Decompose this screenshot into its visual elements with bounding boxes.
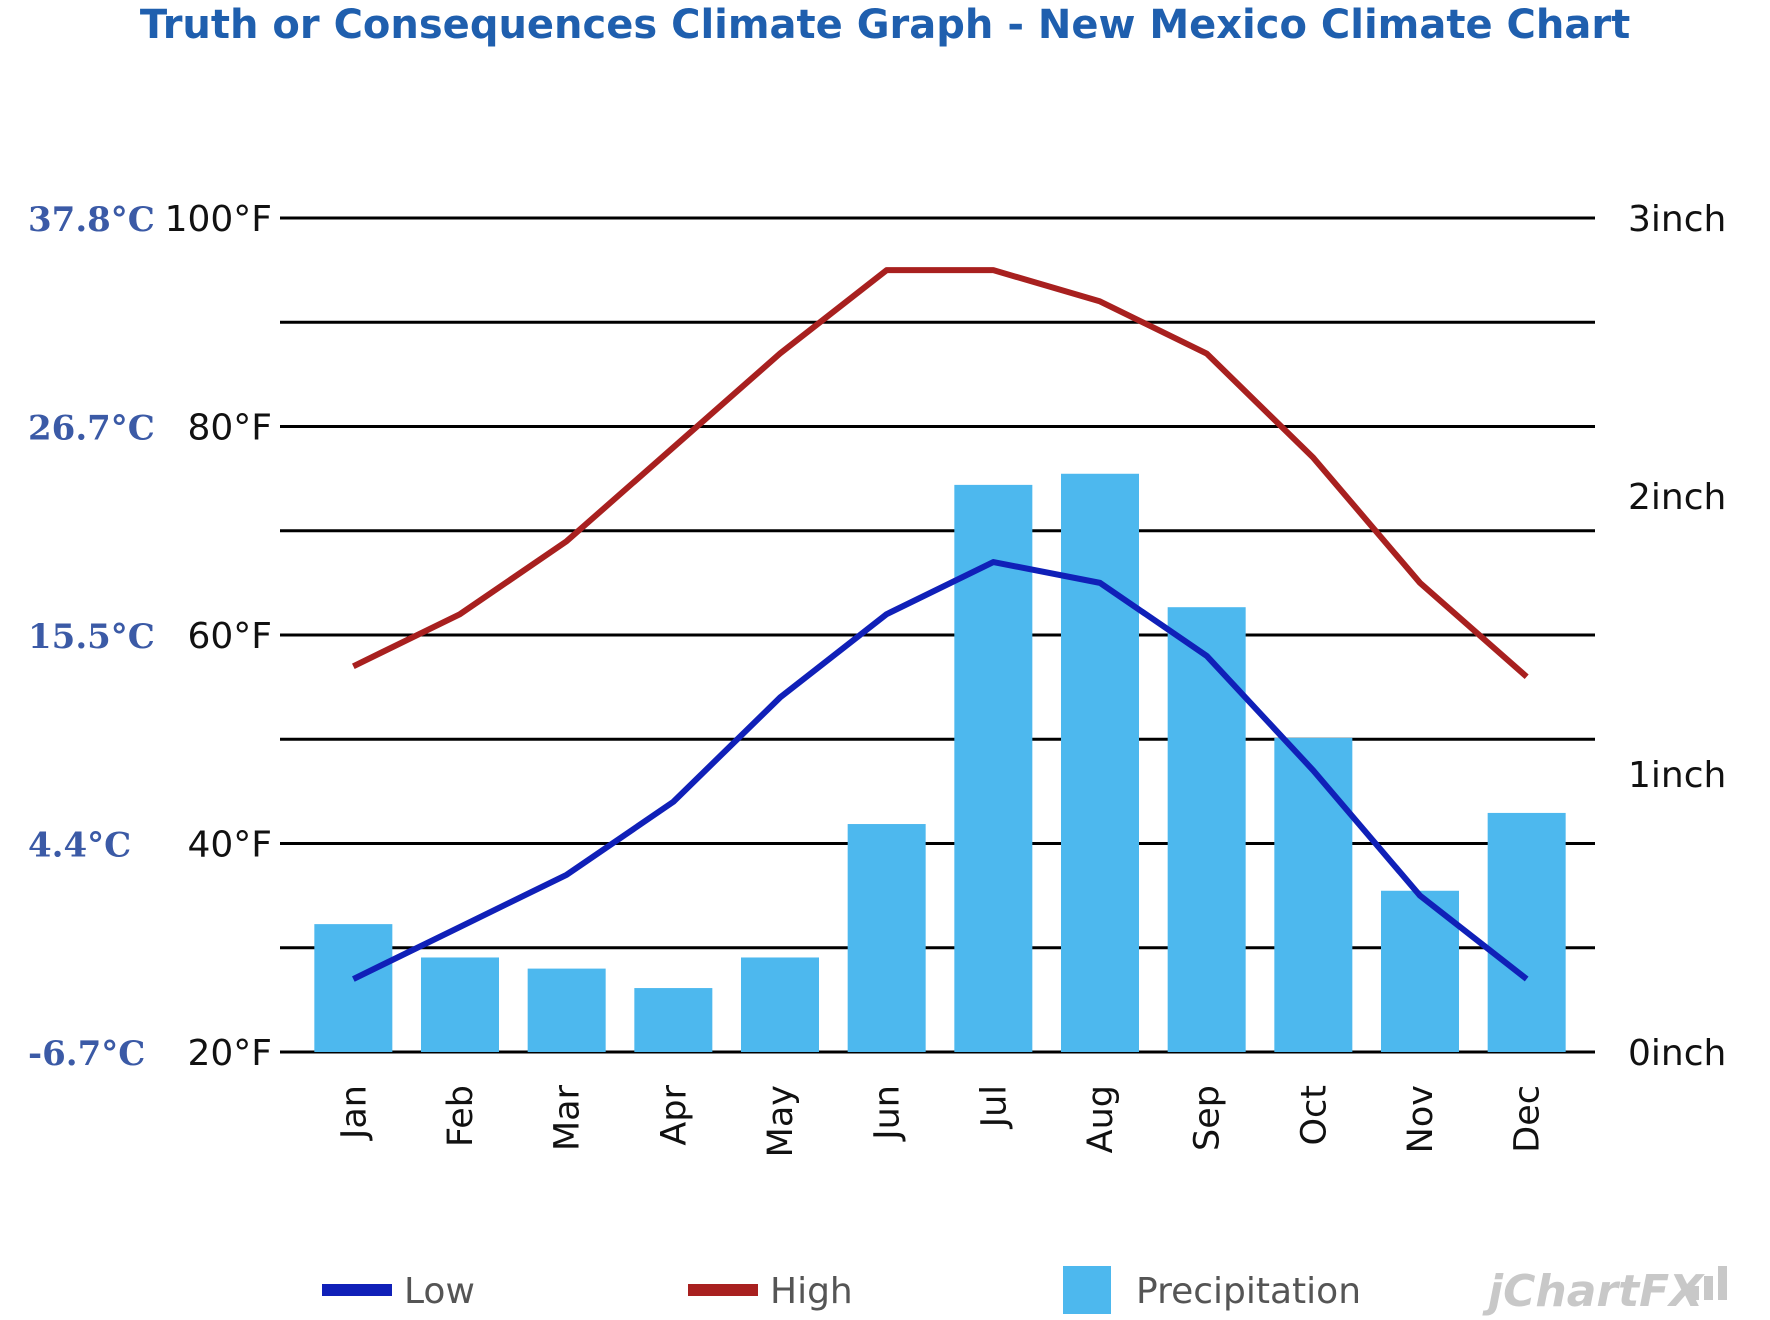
brand-icon-bar	[1690, 1286, 1699, 1300]
legend: Low High Precipitation jChartFX	[322, 1266, 1727, 1317]
precipitation-bar	[314, 924, 393, 1052]
precipitation-bar	[741, 957, 819, 1052]
precipitation-bar	[527, 968, 606, 1052]
axis-labels: 20°F -6.7°C 40°F 4.4°C 60°F 15.5°C 80°F 26.7°C 1…	[28, 199, 1726, 1157]
y-left-tick-label: 100°F	[165, 199, 272, 240]
x-tick-label: Aug	[1081, 1085, 1121, 1153]
brand-logo: jChartFX	[1482, 1266, 1705, 1317]
y-left-tick-label: 40°F	[187, 825, 272, 866]
y-right-tick-label: 2inch	[1628, 477, 1726, 518]
celsius-tick-label: 4.4°C	[28, 826, 131, 866]
x-tick-label: May	[761, 1085, 801, 1157]
chart-title: Truth or Consequences Climate Graph - Ne…	[139, 2, 1631, 48]
celsius-tick-label: 26.7°C	[28, 409, 155, 449]
x-tick-label: Sep	[1188, 1085, 1228, 1151]
x-tick-label: Nov	[1401, 1085, 1441, 1153]
celsius-tick-label: 15.5°C	[28, 617, 155, 657]
x-tick-label: Jul	[974, 1085, 1014, 1129]
brand-icon-bar	[1718, 1266, 1727, 1300]
legend-high-swatch	[688, 1284, 758, 1296]
celsius-tick-label: 37.8°C	[28, 200, 155, 240]
x-tick-label: Jun	[868, 1085, 908, 1142]
legend-precipitation-swatch	[1063, 1266, 1111, 1314]
precipitation-bar	[1487, 812, 1566, 1052]
precipitation-bar	[1167, 607, 1246, 1052]
grid-lines	[280, 216, 1595, 1054]
y-right-tick-label: 0inch	[1628, 1033, 1726, 1074]
precipitation-bars	[314, 473, 1566, 1052]
x-tick-label: Mar	[548, 1084, 588, 1151]
legend-low-label: Low	[404, 1271, 475, 1312]
high-temperature-line	[352, 267, 1529, 679]
temperature-lines	[352, 267, 1529, 982]
x-tick-label: Jan	[334, 1085, 374, 1141]
celsius-tick-label: -6.7°C	[28, 1034, 145, 1074]
y-left-tick-label: 80°F	[187, 408, 272, 449]
x-tick-label: Apr	[654, 1084, 694, 1145]
precipitation-bar	[421, 957, 499, 1052]
legend-precipitation-label: Precipitation	[1136, 1271, 1361, 1312]
x-tick-label: Dec	[1508, 1085, 1548, 1153]
precipitation-bar	[954, 484, 1033, 1052]
brand-chart-icon	[1690, 1266, 1727, 1300]
precipitation-bar	[1061, 473, 1139, 1052]
legend-high-label: High	[770, 1271, 853, 1312]
x-tick-label: Feb	[441, 1085, 481, 1147]
y-left-tick-label: 20°F	[187, 1033, 272, 1074]
x-tick-label: Oct	[1294, 1085, 1334, 1146]
legend-low-swatch	[322, 1284, 392, 1296]
y-right-tick-label: 3inch	[1628, 199, 1726, 240]
y-right-tick-label: 1inch	[1628, 755, 1726, 796]
precipitation-bar	[634, 988, 713, 1052]
brand-icon-bar	[1704, 1276, 1713, 1300]
low-temperature-line	[352, 559, 1529, 982]
precipitation-bar	[847, 824, 926, 1052]
precipitation-bar	[1274, 737, 1353, 1052]
y-left-tick-label: 60°F	[187, 616, 272, 657]
